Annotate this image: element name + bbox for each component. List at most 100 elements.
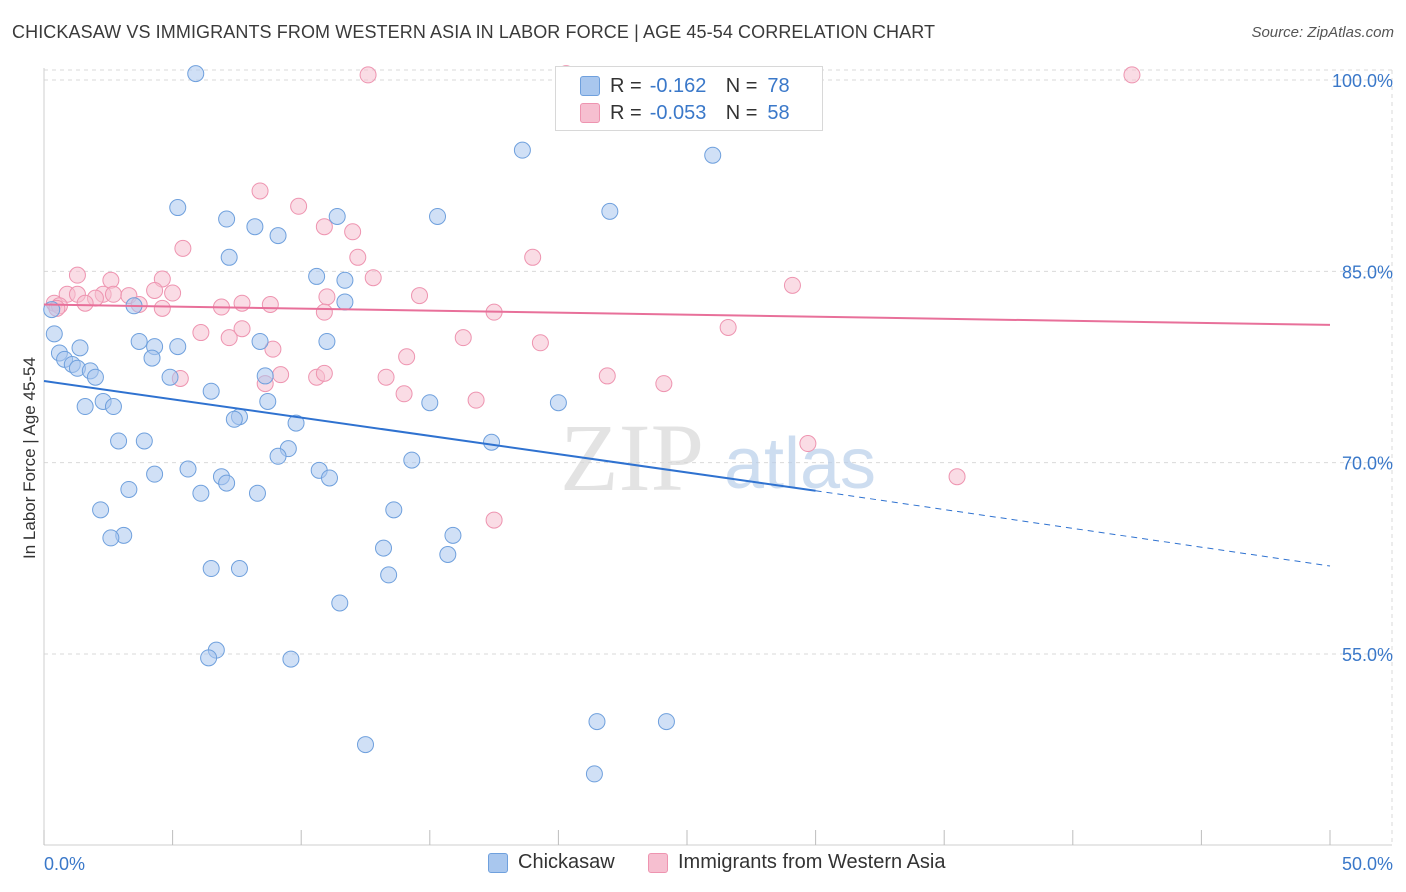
series-legend: Chickasaw Immigrants from Western Asia [0, 851, 1406, 879]
data-point-chickasaw [320, 469, 338, 487]
data-point-chickasaw [269, 447, 287, 465]
trendline-western-asia [43, 303, 1331, 326]
data-point-western-asia [344, 223, 362, 241]
data-point-chickasaw [513, 141, 531, 159]
data-point-chickasaw [585, 765, 603, 783]
data-point-western-asia [485, 511, 503, 529]
data-point-chickasaw [92, 501, 110, 519]
data-point-western-asia [655, 375, 673, 393]
data-point-chickasaw [357, 736, 374, 754]
data-point-western-asia [290, 197, 308, 215]
r-value: -0.162 [649, 74, 707, 97]
data-point-western-asia [233, 294, 251, 312]
data-point-western-asia [153, 299, 171, 317]
data-point-chickasaw [375, 539, 393, 557]
data-point-western-asia [164, 284, 182, 302]
data-point-chickasaw [104, 398, 122, 416]
correlation-legend: R = -0.162 N = 78 R = -0.053 N = 58 [555, 66, 823, 131]
data-point-western-asia [146, 281, 164, 299]
data-point-western-asia [192, 324, 210, 342]
data-point-chickasaw [202, 560, 220, 578]
data-point-chickasaw [444, 526, 462, 544]
data-point-chickasaw [76, 398, 94, 416]
y-tick-label: 100.0% [1332, 71, 1393, 91]
data-point-western-asia [799, 435, 817, 453]
data-point-western-asia [454, 329, 472, 347]
series-chickasaw-points [43, 65, 722, 783]
data-point-chickasaw [429, 207, 447, 225]
data-point-western-asia [531, 334, 549, 352]
data-point-chickasaw [146, 465, 164, 483]
data-point-chickasaw [135, 432, 153, 450]
x-tick-label: 0.0% [44, 854, 85, 874]
data-point-chickasaw [161, 368, 179, 386]
western-asia-swatch [580, 103, 600, 123]
y-tick-label: 55.0% [1342, 645, 1393, 665]
data-point-chickasaw [169, 199, 187, 217]
data-point-chickasaw [380, 566, 398, 584]
data-point-chickasaw [169, 338, 187, 356]
data-point-western-asia [251, 182, 269, 200]
data-point-western-asia [315, 364, 333, 382]
data-point-chickasaw [256, 367, 274, 385]
data-point-chickasaw [308, 267, 326, 285]
data-point-western-asia [68, 266, 86, 284]
legend-item-western-asia: Immigrants from Western Asia [648, 851, 945, 874]
data-point-western-asia [398, 348, 416, 366]
n-label: N = [725, 74, 758, 97]
data-point-chickasaw [328, 207, 346, 225]
data-point-western-asia [264, 340, 282, 358]
data-point-western-asia [467, 391, 485, 409]
data-point-western-asia [783, 276, 801, 294]
data-point-chickasaw [187, 65, 205, 83]
data-point-chickasaw [588, 713, 606, 731]
data-point-western-asia [261, 295, 279, 313]
data-point-chickasaw [130, 332, 148, 350]
data-point-western-asia [220, 329, 238, 347]
data-point-chickasaw [483, 433, 501, 451]
trendline-chickasaw [43, 380, 816, 492]
legend-label: Chickasaw [518, 851, 615, 873]
data-point-chickasaw [230, 560, 248, 578]
y-tick-label: 70.0% [1342, 454, 1393, 474]
data-point-western-asia [233, 320, 251, 338]
data-point-western-asia [174, 239, 192, 257]
data-point-chickasaw [282, 650, 300, 668]
data-point-chickasaw [143, 349, 161, 367]
data-point-chickasaw [218, 210, 236, 228]
data-point-chickasaw [102, 529, 120, 547]
gridlines [44, 69, 1393, 845]
data-point-western-asia [104, 285, 122, 303]
data-point-chickasaw [225, 410, 243, 428]
data-point-chickasaw [246, 218, 264, 236]
data-point-chickasaw [336, 271, 354, 289]
source-credit: Source: ZipAtlas.com [1251, 24, 1394, 41]
data-point-chickasaw [657, 713, 675, 731]
data-point-chickasaw [318, 332, 336, 350]
n-value: 78 [767, 74, 790, 97]
data-point-western-asia [395, 385, 413, 403]
data-point-chickasaw [704, 146, 722, 164]
data-point-chickasaw [220, 248, 238, 266]
legend-label: Immigrants from Western Asia [678, 851, 946, 873]
data-point-chickasaw [336, 293, 354, 311]
data-point-chickasaw [86, 368, 104, 386]
legend-item-chickasaw: Chickasaw [488, 851, 615, 874]
n-label: N = [725, 101, 758, 124]
data-point-chickasaw [421, 394, 439, 412]
data-point-western-asia [524, 248, 542, 266]
data-point-western-asia [318, 288, 336, 306]
data-point-western-asia [102, 271, 120, 289]
n-value: 58 [767, 101, 790, 124]
data-point-western-asia [719, 318, 737, 336]
legend-row-chickasaw: R = -0.162 N = 78 [580, 73, 790, 99]
data-point-western-asia [598, 367, 616, 385]
data-point-chickasaw [403, 451, 421, 469]
data-point-western-asia [411, 287, 429, 305]
r-label: R = [610, 74, 642, 97]
series-western-asia-points [45, 65, 1141, 529]
data-point-chickasaw [439, 546, 457, 564]
data-point-chickasaw [269, 227, 287, 245]
r-label: R = [610, 101, 642, 124]
